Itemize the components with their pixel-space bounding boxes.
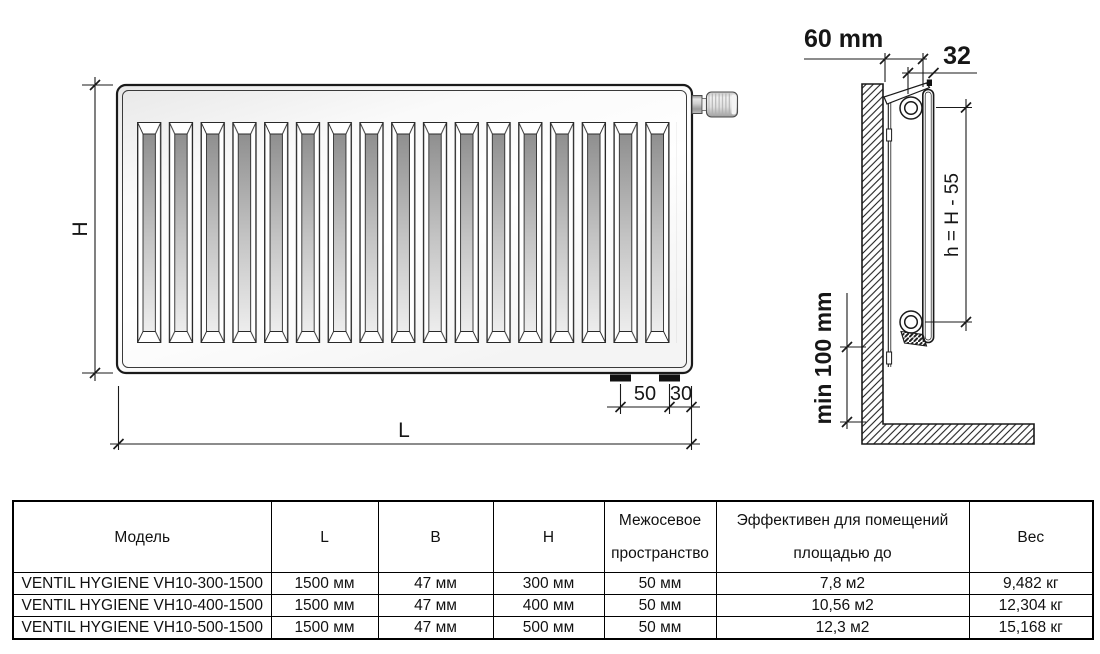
dim-50-label: 50 bbox=[634, 383, 656, 405]
dim-length-label: L bbox=[398, 419, 410, 442]
dim-50-30 bbox=[607, 384, 700, 414]
cell-axis-spacing: 50 мм bbox=[603, 572, 717, 595]
radiator-channels bbox=[137, 122, 677, 343]
dim-30-label: 30 bbox=[670, 383, 692, 405]
dim-length-L bbox=[110, 386, 700, 450]
cell-H: 500 мм bbox=[492, 616, 605, 640]
thermostatic-valve bbox=[691, 91, 739, 118]
cell-model: VENTIL HYGIENE VH10-500-1500 bbox=[12, 616, 272, 640]
radiator-technical-drawing: H L 50 30 bbox=[69, 25, 1035, 450]
cell-axis-spacing: 50 мм bbox=[603, 594, 717, 617]
cell-effective-area: 10,56 м2 bbox=[715, 594, 970, 617]
dim-min-100mm-label: min 100 mm bbox=[810, 292, 836, 425]
mounting-rail bbox=[886, 96, 893, 367]
header-H: H bbox=[492, 500, 605, 573]
cell-effective-area: 12,3 м2 bbox=[715, 616, 970, 640]
dim-min-100mm bbox=[840, 293, 866, 429]
header-axis-spacing: Межосевое пространство bbox=[603, 500, 717, 573]
bottom-connection-stubs bbox=[610, 374, 680, 382]
side-view: 60 mm 32 h = H - 55 bbox=[804, 25, 1035, 445]
dim-60mm bbox=[804, 53, 929, 87]
dim-height-H bbox=[82, 77, 113, 381]
table-row: VENTIL HYGIENE VH10-400-1500 1500 мм 47 … bbox=[12, 594, 1094, 617]
dim-32 bbox=[902, 67, 977, 94]
cell-L: 1500 мм bbox=[270, 616, 379, 640]
header-L: L bbox=[270, 500, 379, 573]
dim-h-H-55 bbox=[925, 99, 972, 331]
dim-height-label: H bbox=[69, 221, 92, 236]
table-row: VENTIL HYGIENE VH10-300-1500 1500 мм 47 … bbox=[12, 572, 1094, 595]
table-row: VENTIL HYGIENE VH10-500-1500 1500 мм 47 … bbox=[12, 616, 1094, 640]
dim-32-label: 32 bbox=[943, 42, 971, 70]
cell-weight: 15,168 кг bbox=[968, 616, 1094, 640]
table-header-row: Модель L B H Межосевое пространство Эффе… bbox=[12, 500, 1094, 573]
cell-B: 47 мм bbox=[377, 616, 494, 640]
cell-weight: 12,304 кг bbox=[968, 594, 1094, 617]
wall-and-floor bbox=[861, 83, 1035, 445]
header-weight: Вес bbox=[968, 500, 1094, 573]
cell-H: 400 мм bbox=[492, 594, 605, 617]
dim-h-H-55-label: h = H - 55 bbox=[942, 173, 963, 257]
radiator-body bbox=[115, 83, 694, 375]
cell-axis-spacing: 50 мм bbox=[603, 616, 717, 640]
radiator-side-panel bbox=[899, 88, 935, 347]
cell-L: 1500 мм bbox=[270, 572, 379, 595]
cell-H: 300 мм bbox=[492, 572, 605, 595]
header-effective-area: Эффективен для помещений площадью до bbox=[715, 500, 970, 573]
cell-L: 1500 мм bbox=[270, 594, 379, 617]
bottom-bracket-foot bbox=[900, 330, 928, 347]
cell-effective-area: 7,8 м2 bbox=[715, 572, 970, 595]
front-view: H L 50 30 bbox=[69, 77, 739, 450]
header-B: B bbox=[377, 500, 494, 573]
header-model: Модель bbox=[12, 500, 272, 573]
cell-B: 47 мм bbox=[377, 594, 494, 617]
cell-weight: 9,482 кг bbox=[968, 572, 1094, 595]
dim-60mm-label: 60 mm bbox=[804, 25, 883, 53]
cell-model: VENTIL HYGIENE VH10-300-1500 bbox=[12, 572, 272, 595]
top-bracket bbox=[883, 79, 932, 105]
cell-model: VENTIL HYGIENE VH10-400-1500 bbox=[12, 594, 272, 617]
spec-table: Модель L B H Межосевое пространство Эффе… bbox=[12, 500, 1094, 640]
cell-B: 47 мм bbox=[377, 572, 494, 595]
